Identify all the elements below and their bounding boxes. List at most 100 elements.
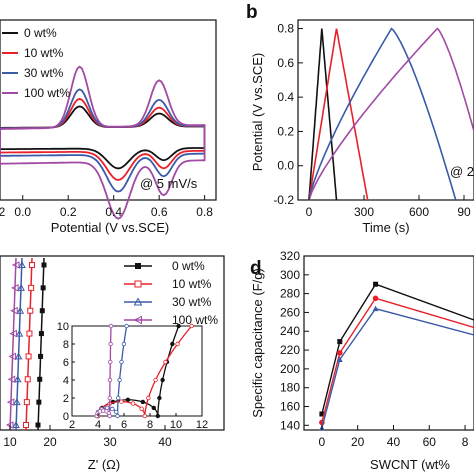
marker-left-triangle xyxy=(7,375,16,384)
y-tick-label: 320 xyxy=(280,249,300,263)
legend-marker xyxy=(133,297,143,306)
inset-x-tick-label: 2 xyxy=(69,419,75,431)
panel-c: 0 wt%10 wt%30 wt%100 wt% 2 4 6 8 10 120246810… xyxy=(0,255,225,472)
inset-marker xyxy=(110,406,115,412)
y-tick-label: -0.2 xyxy=(273,193,294,207)
inset-marker xyxy=(119,359,124,365)
panel-d-letter: d xyxy=(250,258,262,279)
inset-marker xyxy=(121,341,127,347)
marker-square xyxy=(35,422,41,428)
inset-marker xyxy=(115,413,120,419)
panel-d-y-label: Specific capacitance (F/g) xyxy=(250,268,265,418)
x-tick-label: 30 xyxy=(103,435,117,449)
marker-triangle xyxy=(16,306,25,314)
y-tick-label: 240 xyxy=(280,324,300,338)
legend-label-2: 30 wt% xyxy=(172,295,212,309)
y-tick-label: 140 xyxy=(280,418,300,432)
marker-triangle xyxy=(372,305,379,312)
marker-square xyxy=(373,281,379,287)
inset-marker xyxy=(113,409,119,415)
panel-b-x-ticks: 0 300 600 90 xyxy=(306,195,471,219)
inset-marker xyxy=(163,359,168,365)
marker-square-open xyxy=(23,422,29,428)
marker-triangle xyxy=(13,398,21,406)
marker-square xyxy=(38,353,44,359)
legend-label-0: 0 wt% xyxy=(172,259,205,273)
x-tick-label: 2 xyxy=(0,205,6,219)
gcd-curve-3 xyxy=(308,27,474,201)
panel-c-legend: 0 wt% 10 wt% 30 wt% 100 wt% xyxy=(124,259,218,327)
marker-square xyxy=(37,376,43,382)
panel-b-x-label: Time (s) xyxy=(362,220,409,235)
inset-marker xyxy=(151,405,156,411)
x-tick-label: 40 xyxy=(387,435,401,449)
marker-square-open xyxy=(24,376,31,383)
legend-label-2: 30 wt% xyxy=(24,66,64,80)
inset-frame xyxy=(71,325,203,417)
y-tick-label: 220 xyxy=(280,343,300,357)
marker-left-triangle xyxy=(10,306,18,315)
inset-marker xyxy=(175,341,180,347)
x-tick-label: 20 xyxy=(43,435,57,449)
marker-triangle xyxy=(17,283,25,291)
panel-b-annotation: @ 2 xyxy=(450,164,474,179)
capacitance-line-0 xyxy=(321,283,474,415)
x-tick-label: 0.4 xyxy=(105,205,122,219)
y-tick-label: 0.6 xyxy=(277,56,294,70)
inset-marker xyxy=(130,401,136,406)
inset-marker xyxy=(108,341,113,347)
y-tick-label: 300 xyxy=(280,268,300,282)
panel-c-curves xyxy=(5,257,47,431)
marker-square-open xyxy=(23,399,30,406)
inset-marker xyxy=(153,377,158,383)
y-tick-label: 0.8 xyxy=(277,22,294,36)
inset-marker xyxy=(170,341,175,347)
marker-triangle xyxy=(13,375,22,383)
x-tick-label: 0 xyxy=(306,205,313,219)
inset-marker xyxy=(107,377,113,383)
panel-b: b 0.8 0.6 0.4 0.2 0.0 -0.2 0 300 600 90 @ 2 Pote… xyxy=(246,2,474,235)
inset-x-tick-label: 4 xyxy=(95,419,101,431)
x-tick-label: 600 xyxy=(409,205,429,219)
legend-marker xyxy=(133,315,142,325)
marker-triangle xyxy=(12,420,20,428)
marker-triangle xyxy=(336,356,343,362)
marker-square xyxy=(39,308,45,314)
marker-triangle xyxy=(18,260,26,268)
panel-b-y-label: Potential (V vs.SCE) xyxy=(250,53,265,172)
x-tick-label: 0.2 xyxy=(60,205,77,219)
inset-marker xyxy=(107,395,112,401)
panel-a-curves xyxy=(0,65,206,220)
marker-left-triangle xyxy=(8,352,17,361)
inset-marker xyxy=(108,359,113,365)
panel-b-letter: b xyxy=(246,2,258,23)
x-tick-label: 8 xyxy=(462,435,469,449)
x-tick-label: 0.6 xyxy=(151,205,168,219)
x-tick-label: 40 xyxy=(158,435,172,449)
panel-a-x-label: Potential (V vs.SCE) xyxy=(51,220,170,235)
panel-a-annotation: @ 5 mV/s xyxy=(140,176,198,191)
panel-c-frame xyxy=(0,255,225,431)
legend-label-1: 10 wt% xyxy=(24,46,64,60)
inset-marker xyxy=(125,397,131,402)
x-tick-label: 90 xyxy=(457,205,471,219)
legend-label-3: 100 wt% xyxy=(24,86,70,100)
legend-label-0: 0 wt% xyxy=(24,26,57,40)
y-tick-label: 0.4 xyxy=(277,90,294,104)
marker-circle xyxy=(336,350,343,356)
inset-marker xyxy=(142,413,147,419)
panel-a: 0 wt% 10 wt% 30 wt% 100 wt% @ 5 mV/s 2 0.0 0.… xyxy=(0,19,217,235)
x-tick-label: 0 xyxy=(319,435,326,449)
inset-marker xyxy=(119,399,124,404)
inset-marker xyxy=(146,395,151,401)
inset-marker xyxy=(176,323,181,329)
x-tick-label: 0.0 xyxy=(14,205,31,219)
marker-left-triangle xyxy=(11,284,19,292)
x-tick-label: 300 xyxy=(354,205,374,219)
y-tick-label: 160 xyxy=(280,399,300,413)
panel-c-x-ticks: 10 20 30 40 xyxy=(3,425,172,449)
marker-square xyxy=(40,285,46,291)
inset-y-tick-label: 0 xyxy=(63,411,69,423)
panel-d: d 320 300 280 260 240 220 200 180 160 140 0 20 40 60… xyxy=(250,249,474,472)
